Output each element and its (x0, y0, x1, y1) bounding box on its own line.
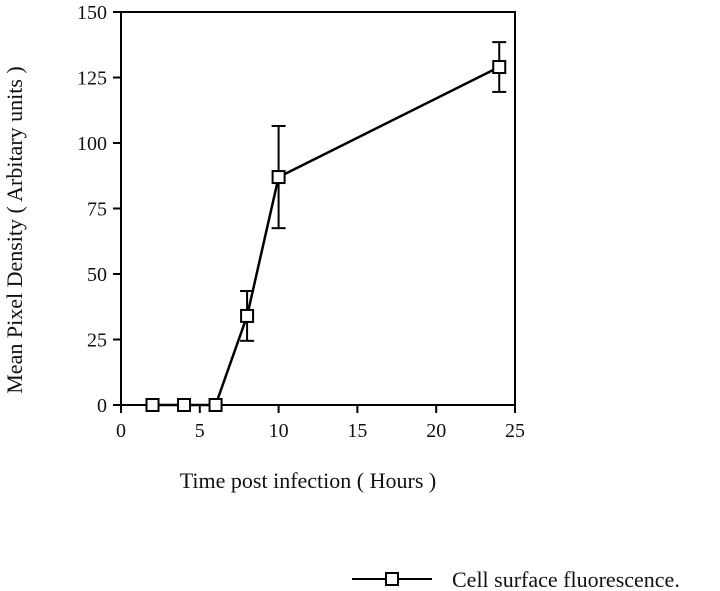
y-tick-label: 25 (87, 330, 107, 352)
series-layer (145, 41, 507, 412)
data-point-marker (145, 398, 160, 412)
plot-frame (120, 11, 516, 406)
y-axis-title: Mean Pixel Density ( Arbitary units ) (2, 66, 27, 394)
x-tick-label: 15 (347, 420, 367, 442)
y-axis-ticks: 0 25 50 75 100 125 150 (77, 2, 121, 417)
y-tick-label: 0 (97, 395, 107, 417)
x-tick-label: 5 (195, 420, 205, 442)
x-tick-label: 10 (269, 420, 289, 442)
x-tick-label: 20 (426, 420, 446, 442)
y-tick-label: 50 (87, 264, 107, 286)
data-point-marker (240, 308, 255, 323)
legend-label: Cell surface fluorescence. (452, 567, 680, 591)
series-line (152, 65, 500, 407)
x-tick-label: 0 (116, 420, 126, 442)
x-axis-title: Time post infection ( Hours ) (180, 468, 436, 493)
data-point-marker (492, 60, 507, 75)
data-point-marker (271, 170, 286, 185)
legend-square-marker (385, 572, 399, 586)
data-point-marker (208, 398, 223, 412)
y-tick-label: 125 (77, 68, 107, 90)
y-tick-label: 100 (77, 133, 107, 155)
x-axis-ticks: 0 5 10 15 20 25 (116, 405, 525, 442)
x-tick-label: 25 (505, 420, 525, 442)
y-tick-label: 75 (87, 199, 107, 221)
y-tick-label: 150 (77, 2, 107, 24)
data-point-marker (177, 398, 192, 412)
legend: Cell surface fluorescence. (352, 567, 680, 591)
